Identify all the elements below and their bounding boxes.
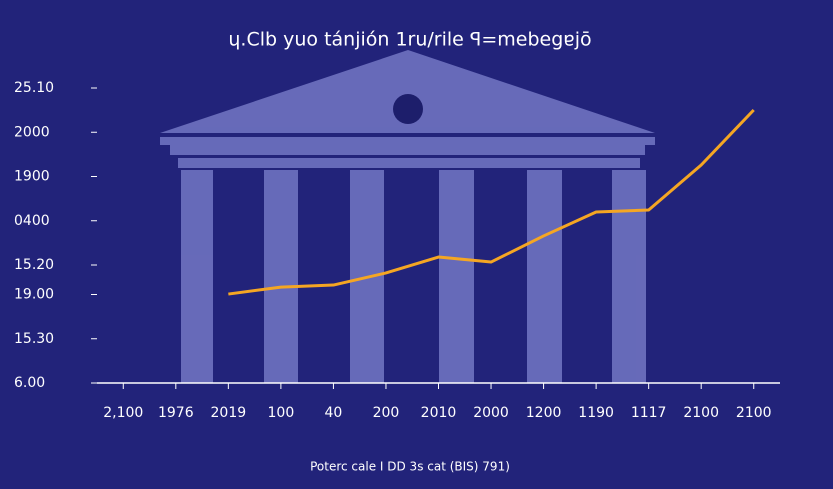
- line: [228, 108, 755, 296]
- x-tick-label: 1200: [526, 405, 562, 421]
- temple-emblem: [393, 94, 423, 124]
- x-axis-label: Poterc cale I DD 3s cat (BIS) 791): [310, 460, 510, 474]
- x-tick-label: 200: [373, 405, 400, 421]
- x-tick-label: 2000: [473, 405, 509, 421]
- x-tick-label: 2019: [211, 405, 247, 421]
- x-tick-label: 1117: [631, 405, 667, 421]
- x-tick-label: 2,100: [103, 405, 143, 421]
- x-tick-label: 2100: [683, 405, 719, 421]
- y-tick-label: 15.30: [14, 331, 54, 347]
- x-tick-label: 100: [268, 405, 295, 421]
- x-tick-label: 2100: [736, 405, 772, 421]
- y-tick-label: 15.20: [14, 257, 54, 273]
- y-tick-label: 6.00: [14, 375, 45, 391]
- x-tick-label: 1976: [158, 405, 194, 421]
- y-tick-label: 1900: [14, 169, 50, 185]
- x-tick-label: 40: [325, 405, 343, 421]
- chart-title: ɥ.Clb yuo tánjión 1ru/rile ꟼ=mebegɐjō: [228, 29, 591, 51]
- y-tick-label: 25.10: [14, 80, 54, 96]
- x-tick-label: 2010: [421, 405, 457, 421]
- x-tick-label: 1190: [578, 405, 614, 421]
- y-tick-label: 19.00: [14, 287, 54, 303]
- y-tick-label: 2000: [14, 124, 50, 140]
- y-tick-label: 0400: [14, 213, 50, 229]
